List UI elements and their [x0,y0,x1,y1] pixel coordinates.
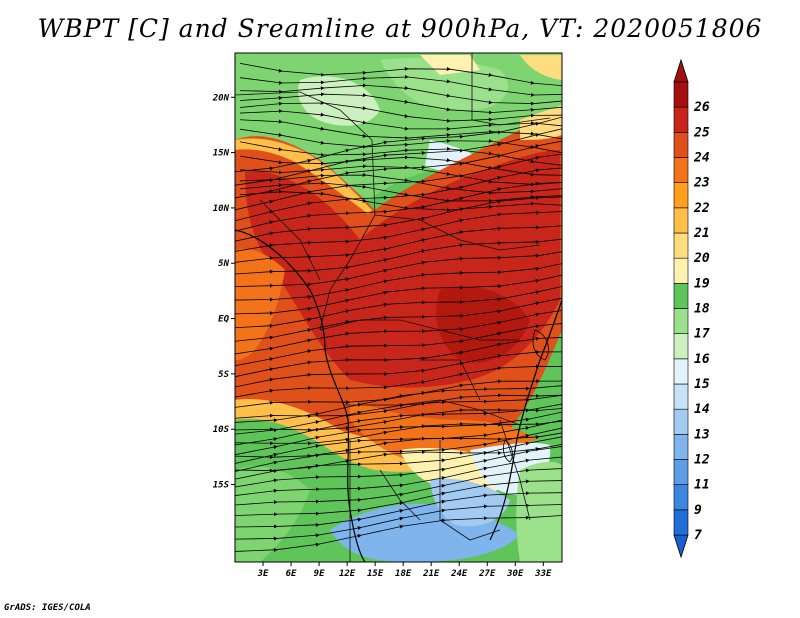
lat-tick-label: 15N [213,149,230,159]
lat-tick-label: 5S [218,370,229,380]
colorbar-segment [673,257,689,284]
streamlines [235,62,562,552]
lat-tick-label: 20N [212,93,230,103]
colorbar-label: 17 [694,327,710,342]
colorbar-segment [673,358,689,385]
colorbar-label: 14 [694,402,710,417]
colorbar-label: 16 [694,352,710,367]
lon-tick-label: 15E [367,569,384,579]
colorbar-label: 15 [694,377,710,392]
colorbar-segment [673,509,689,536]
lat-tick-label: EQ [218,315,229,325]
colorbar-label: 22 [693,201,710,216]
colorbar-segment [673,232,689,259]
colorbar-upper-triangle [673,58,689,83]
colorbar-segment [673,182,689,209]
lon-tick-label: 9E [314,569,325,579]
map-frame [234,52,563,563]
colorbar-segment [673,157,689,183]
colorbar-label: 18 [694,302,710,317]
lon-tick-label: 6E [286,569,297,579]
colorbar-segment [673,408,689,435]
longitude-axis: 3E 6E 9E 12E 15E 18E 21E 24E 27E 30E 33E [257,562,552,579]
colorbar-label: 21 [693,226,710,241]
lat-tick-label: 10S [213,425,230,435]
colorbar-label: 11 [694,478,710,493]
colorbar-segment [673,434,689,460]
colorbar-label: 19 [694,276,710,291]
colorbar-segment [673,459,689,485]
lat-tick-label: 15S [213,481,230,491]
colorbar-label: 25 [693,125,710,140]
colorbar-label: 24 [693,151,710,166]
field-orange-north [520,55,562,80]
colorbar-label: 13 [694,427,710,442]
lat-tick-label: 10N [213,204,230,214]
colorbar-segment [673,484,689,511]
colorbar-label: 9 [694,503,702,518]
colorbar-label: 20 [693,251,710,266]
lon-tick-label: 33E [534,569,552,579]
colorbar-label: 23 [693,176,710,191]
colorbar-segment [673,132,689,158]
credit-text: GrADS: IGES/COLA [4,603,91,613]
lon-tick-label: 24E [450,569,468,579]
lon-tick-label: 27E [478,569,496,579]
colorbar-segment [673,333,689,360]
lon-tick-label: 18E [395,569,412,579]
colorbar-label: 26 [693,100,710,115]
lon-tick-label: 30E [506,569,524,579]
latitude-axis: 20N 15N 10N 5N EQ 5S 10S 15S [212,93,235,491]
colorbar-segment [673,106,689,133]
colorbar-segment [673,383,689,410]
lon-tick-label: 21E [422,569,440,579]
temperature-field [235,53,562,562]
colorbar-label: 12 [694,453,710,468]
colorbar-lower-triangle [673,534,689,559]
lat-tick-label: 5N [218,259,229,269]
lon-tick-label: 3E [257,569,269,579]
lon-tick-label: 12E [339,569,356,579]
colorbar-segment [673,207,689,234]
streamline [235,515,562,552]
colorbar-segment [673,81,689,108]
field-se-green [516,461,562,562]
colorbar: 7 9 11 12 13 14 15 16 17 18 19 20 21 22 23 24 25 26 [673,58,710,559]
colorbar-segment [673,308,689,334]
colorbar-segment [673,283,689,309]
colorbar-label: 7 [694,528,702,543]
chart-title: WBPT [C] and Sreamline at 900hPa, VT: 20… [37,14,763,43]
